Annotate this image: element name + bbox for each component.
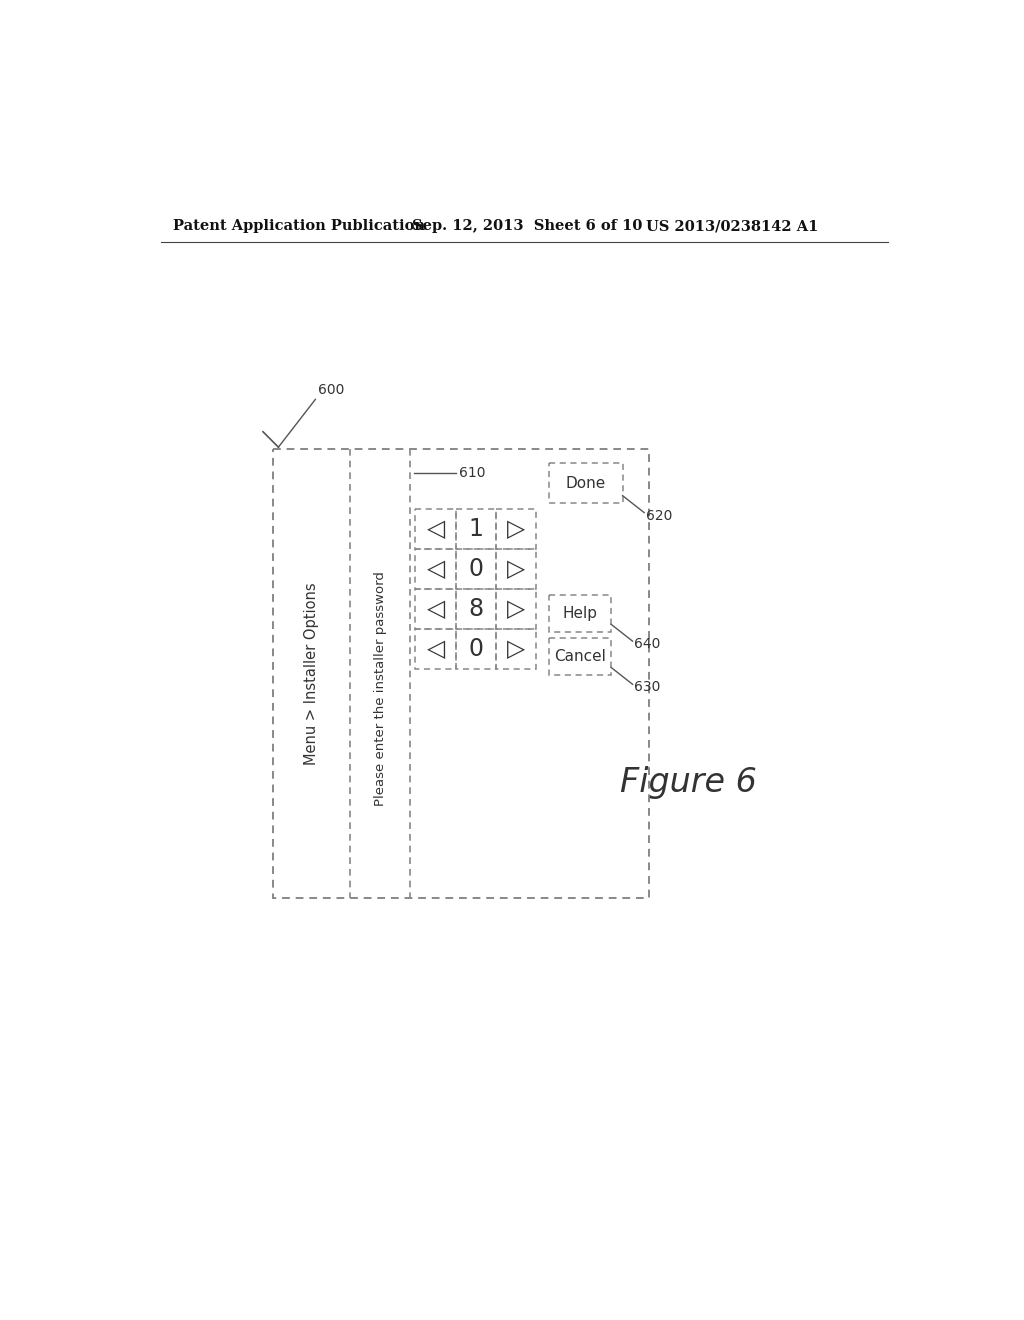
Text: ◁: ◁ <box>426 597 444 620</box>
Text: Please enter the installer password: Please enter the installer password <box>374 572 386 807</box>
Text: Help: Help <box>563 606 598 620</box>
Bar <box>273 449 649 898</box>
Text: ▷: ▷ <box>507 516 524 541</box>
Text: 600: 600 <box>318 383 345 397</box>
Bar <box>456 549 496 589</box>
Text: ▷: ▷ <box>507 557 524 581</box>
Text: 610: 610 <box>459 466 485 479</box>
Text: 0: 0 <box>468 557 483 581</box>
Text: US 2013/0238142 A1: US 2013/0238142 A1 <box>646 219 819 234</box>
Bar <box>416 589 456 628</box>
Text: ◁: ◁ <box>426 516 444 541</box>
Text: ◁: ◁ <box>426 636 444 661</box>
Bar <box>550 595 611 632</box>
Bar <box>416 628 456 669</box>
Bar <box>416 549 456 589</box>
Text: 0: 0 <box>468 636 483 661</box>
Text: ▷: ▷ <box>507 597 524 620</box>
Bar <box>496 628 536 669</box>
Text: Menu > Installer Options: Menu > Installer Options <box>304 582 319 764</box>
Text: 1: 1 <box>468 516 483 541</box>
Bar <box>496 589 536 628</box>
Bar <box>550 638 611 675</box>
Text: ◁: ◁ <box>426 557 444 581</box>
Bar <box>550 463 623 503</box>
Bar <box>416 508 456 549</box>
Text: 640: 640 <box>634 638 660 651</box>
Text: Figure 6: Figure 6 <box>620 766 757 799</box>
Text: Patent Application Publication: Patent Application Publication <box>173 219 425 234</box>
Text: ▷: ▷ <box>507 636 524 661</box>
Text: 8: 8 <box>468 597 483 620</box>
Text: Sep. 12, 2013  Sheet 6 of 10: Sep. 12, 2013 Sheet 6 of 10 <box>412 219 642 234</box>
Bar <box>496 549 536 589</box>
Text: Cancel: Cancel <box>554 649 606 664</box>
Bar <box>456 628 496 669</box>
Text: 620: 620 <box>646 508 672 523</box>
Text: Done: Done <box>566 475 606 491</box>
Bar <box>456 589 496 628</box>
Bar <box>456 508 496 549</box>
Text: 630: 630 <box>634 680 660 694</box>
Bar <box>496 508 536 549</box>
